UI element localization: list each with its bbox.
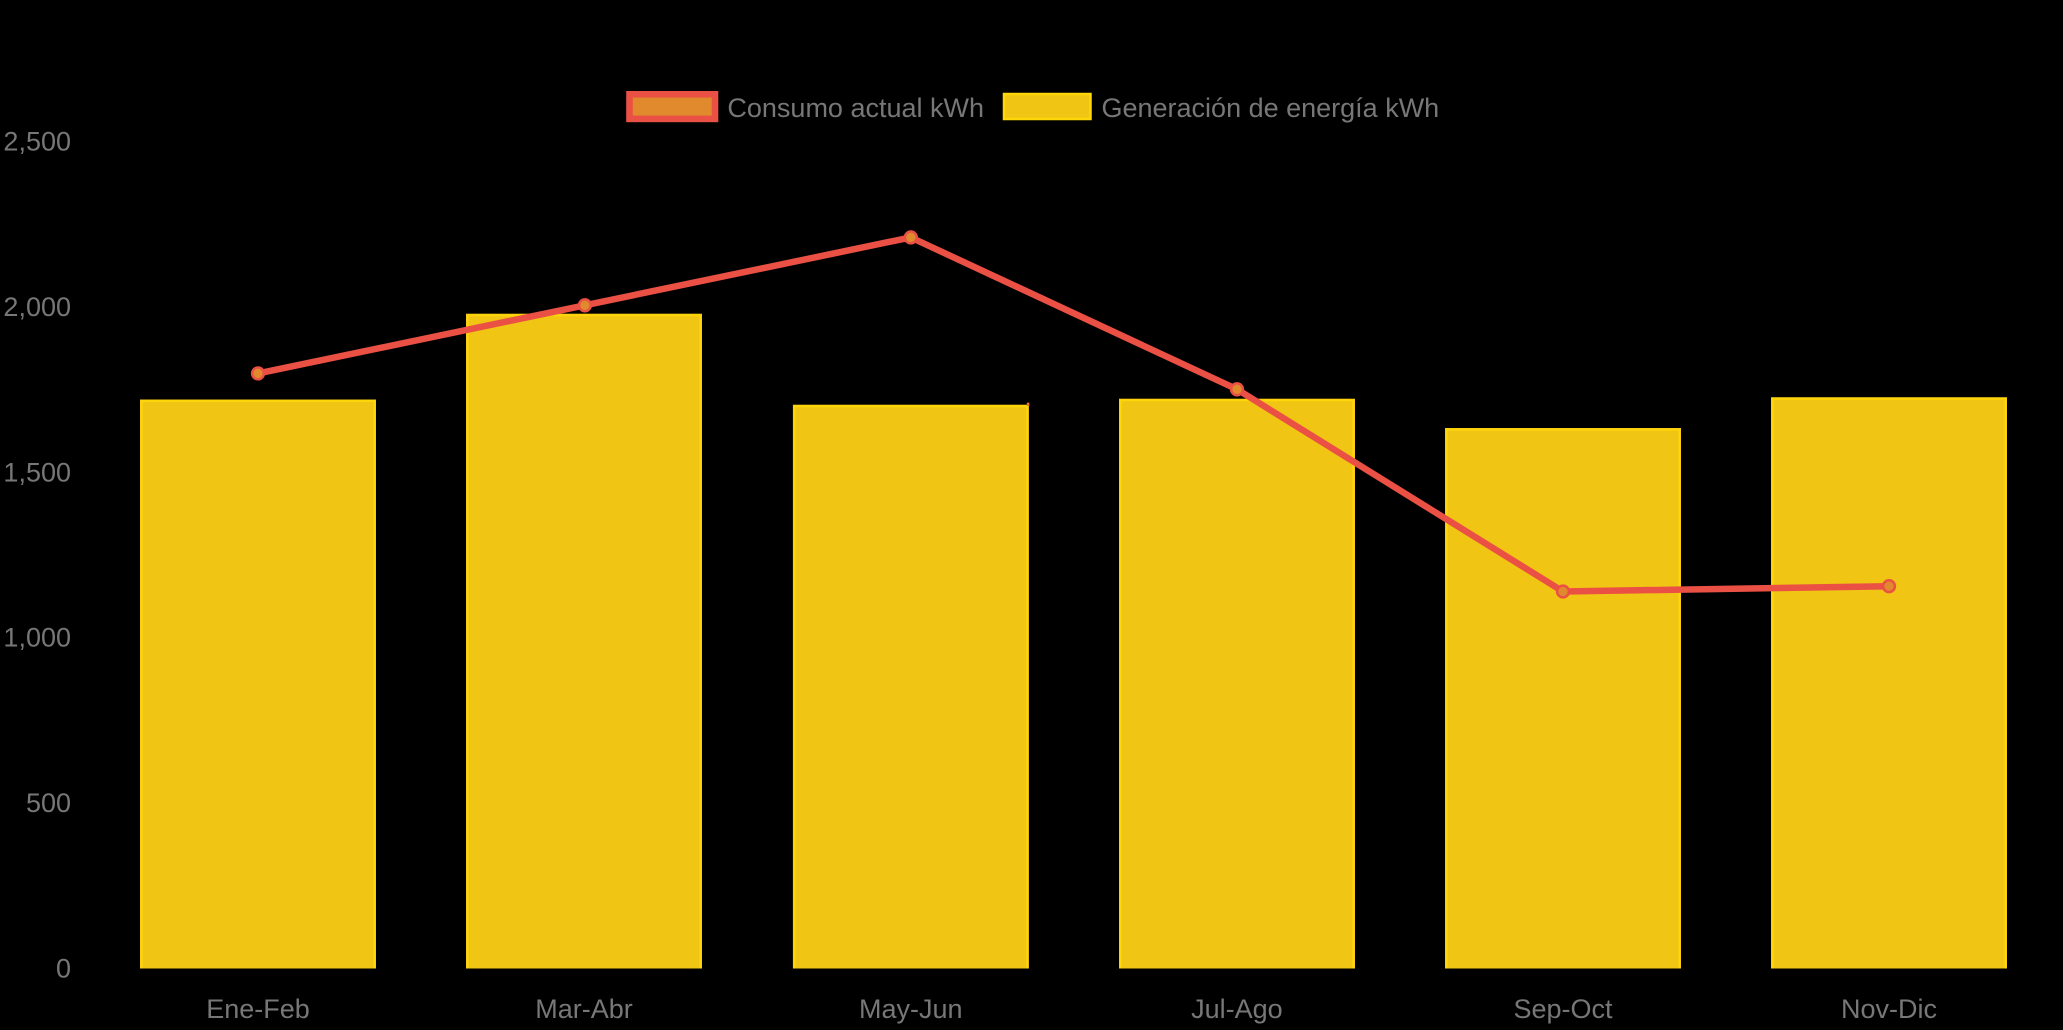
svg-text:2,500: 2,500	[3, 126, 71, 156]
svg-text:1,000: 1,000	[3, 623, 71, 653]
svg-text:500: 500	[26, 788, 71, 818]
svg-text:2,000: 2,000	[3, 292, 71, 322]
svg-text:0: 0	[56, 954, 71, 984]
svg-text:1,500: 1,500	[3, 457, 71, 487]
svg-text:Consumo actual kWh: Consumo actual kWh	[727, 93, 984, 123]
svg-text:Jul-Ago: Jul-Ago	[1191, 994, 1283, 1024]
svg-text:Mar-Abr: Mar-Abr	[535, 994, 633, 1024]
svg-text:Sep-Oct: Sep-Oct	[1513, 994, 1613, 1024]
svg-text:Generación de energía kWh: Generación de energía kWh	[1102, 93, 1440, 123]
svg-text:May-Jun: May-Jun	[859, 994, 963, 1024]
svg-text:Ene-Feb: Ene-Feb	[206, 994, 310, 1024]
svg-text:Nov-Dic: Nov-Dic	[1841, 994, 1937, 1024]
